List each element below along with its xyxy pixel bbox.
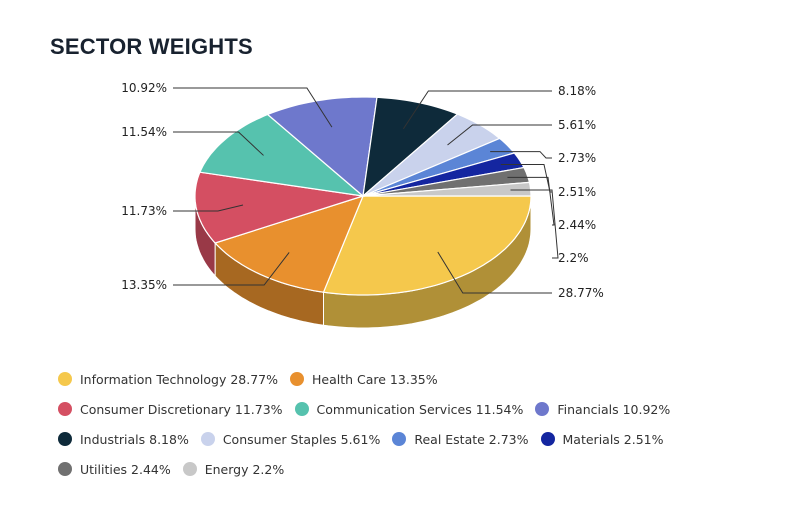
pie-slice-industrials[interactable] [362,96,459,198]
legend-item[interactable]: Energy 2.2% [182,461,285,477]
leader-line [402,90,552,130]
legend-swatch-icon [535,402,550,416]
pie-slice-information-technology[interactable] [322,195,532,296]
legend-item[interactable]: Financials 10.92% [535,402,670,417]
legend: Information Technology 28.77% Health Care… [58,364,682,484]
leader-line [173,204,244,212]
legend-label: Consumer Staples 5.61% [222,431,381,447]
legend-swatch-icon [200,432,215,446]
legend-label: Communication Services 11.54% [316,401,524,417]
leader-line [437,251,552,294]
legend-swatch-icon [58,402,72,416]
legend-item[interactable]: Communication Services 11.54% [294,401,524,417]
pie-slice-health-care[interactable] [213,195,365,293]
data-label: 2.51% [558,185,596,199]
legend-swatch-icon [540,432,555,446]
data-label: 11.73% [121,204,167,218]
legend-swatch-icon [392,432,407,446]
legend-item[interactable]: Health Care 13.35% [290,372,438,387]
legend-row: Information Technology 28.77% Health Care… [58,364,682,394]
legend-row: Industrials 8.18% Consumer Staples 5.61% R… [58,424,682,454]
leader-line [173,131,264,156]
legend-label: Materials 2.51% [562,431,664,447]
legend-swatch-icon [58,462,72,476]
leader-line [447,124,552,146]
leader-line [173,87,333,128]
legend-label: Energy 2.2% [204,461,285,477]
legend-row: Utilities 2.44% Energy 2.2% [58,454,682,484]
leader-line [490,151,552,159]
leader-line [510,189,559,259]
data-label: 13.35% [121,278,167,292]
leader-line [173,252,290,286]
data-label: 2.44% [558,218,596,232]
legend-label: Financials 10.92% [557,401,671,417]
legend-swatch-icon [294,402,309,416]
legend-swatch-icon [182,462,197,476]
legend-item[interactable]: Information Technology 28.77% [58,372,278,387]
data-label: 8.18% [558,84,596,98]
legend-swatch-icon [290,372,304,386]
legend-item[interactable]: Materials 2.51% [540,431,664,447]
pie-slice-materials[interactable] [362,152,525,197]
pie-slice-energy[interactable] [362,181,532,197]
legend-item[interactable]: Consumer Discretionary 11.73% [58,402,283,417]
leader-line [500,163,552,193]
data-label: 2.2% [558,251,589,265]
data-label: 10.92% [121,81,167,95]
leader-line [507,176,555,226]
pie-slice-utilities[interactable] [362,166,531,197]
data-label: 5.61% [558,118,596,132]
legend-item[interactable]: Consumer Staples 5.61% [200,431,381,447]
legend-label: Real Estate 2.73% [414,431,529,447]
legend-label: Utilities 2.44% [80,461,171,477]
legend-label: Consumer Discretionary 11.73% [80,401,283,417]
legend-item[interactable]: Real Estate 2.73% [392,431,529,447]
data-label: 2.73% [558,151,596,165]
legend-item[interactable]: Utilities 2.44% [58,462,171,477]
legend-swatch-icon [58,432,72,446]
data-label: 28.77% [558,286,604,300]
pie-slice-real-estate[interactable] [362,137,516,197]
legend-swatch-icon [58,372,72,386]
data-label: 11.54% [121,125,167,139]
chart-title: SECTOR WEIGHTS [50,34,253,59]
legend-label: Health Care 13.35% [312,371,438,387]
legend-item[interactable]: Industrials 8.18% [58,432,189,447]
legend-label: Industrials 8.18% [80,431,189,447]
legend-label: Information Technology 28.77% [80,371,278,387]
pie-slice-financials[interactable] [266,96,378,198]
pie-slice-communication-services[interactable] [199,113,365,197]
legend-row: Consumer Discretionary 11.73% Communicati… [58,394,682,424]
